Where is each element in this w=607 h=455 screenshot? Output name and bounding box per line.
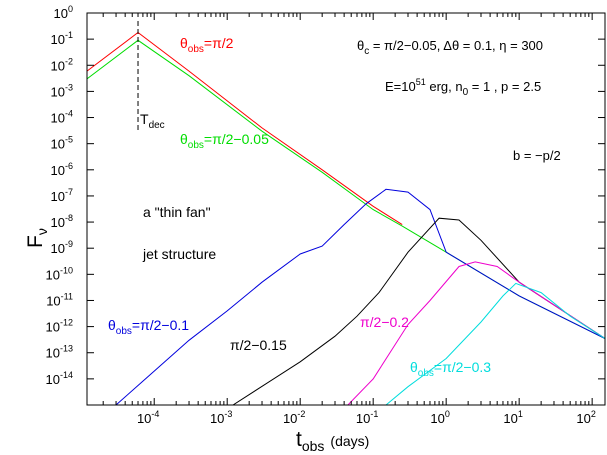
axis-ticks [87, 12, 605, 406]
y-tick-label: 10-2 [51, 56, 73, 73]
y-tick-label: 10-5 [51, 135, 73, 152]
label-theta-pi2-005: θobs=π/2−0.05 [180, 131, 269, 151]
x-tick-label: 10-2 [283, 409, 305, 426]
x-axis-title: tobs (days) [296, 428, 369, 454]
x-tick-label: 10-4 [137, 409, 159, 426]
y-tick-label: 10-7 [51, 187, 73, 204]
y-tick-label: 10-9 [51, 239, 73, 256]
y-axis-title: Fν [24, 228, 50, 248]
y-tick-label: 10-12 [46, 318, 73, 335]
x-tick-label: 10-3 [210, 409, 232, 426]
params-line-3: b = −p/2 [513, 148, 561, 163]
series-layer [87, 31, 605, 405]
x-tick-label: 102 [576, 409, 595, 426]
y-tick-label: 10-8 [51, 213, 73, 230]
jet-structure-line-2: jet structure [142, 246, 216, 262]
series-line-5 [347, 261, 605, 405]
y-tick-label: 10-4 [51, 109, 73, 126]
series-line-4 [232, 217, 605, 405]
y-tick-label: 10-10 [46, 265, 73, 282]
x-tick-label: 10-1 [356, 409, 378, 426]
y-tick-label: 10-13 [46, 344, 73, 361]
label-pi2-015: π/2−0.15 [230, 337, 287, 353]
params-line-1: θc = π/2−0.05, Δθ = 0.1, η = 300 [357, 38, 543, 57]
y-tick-label: 10-6 [51, 161, 73, 178]
x-tick-label: 101 [503, 409, 522, 426]
params-line-2: E=1051 erg, n0 = 1 , p = 2.5 [385, 77, 541, 98]
y-tick-label: 10-14 [46, 370, 73, 387]
label-pi2-02: π/2−0.2 [360, 314, 409, 330]
y-tick-label: 100 [54, 4, 73, 21]
series-line-3 [115, 188, 605, 405]
series-line-6 [385, 282, 605, 405]
t-dec-label: Tdec [140, 111, 165, 131]
label-theta-pi2-03: θobs=π/2−0.3 [410, 359, 491, 379]
y-tick-label: 10-1 [51, 30, 73, 47]
y-tick-label: 10-11 [46, 291, 73, 308]
jet-structure-line-1: a "thin fan" [143, 204, 211, 220]
label-theta-pi2: θobs=π/2 [180, 35, 234, 55]
y-tick-label: 10-3 [51, 82, 73, 99]
label-theta-pi2-01: θobs=π/2−0.1 [108, 317, 189, 337]
x-tick-label: 100 [430, 409, 449, 426]
plot-frame [86, 12, 606, 406]
y-tick-labels: 100 10-1 10-2 10-3 10-4 10-5 10-6 10-7 10-8 10-9 1… [46, 4, 73, 387]
x-tick-labels: 10-4 10-3 10-2 10-1 100 101 102 [137, 409, 596, 426]
